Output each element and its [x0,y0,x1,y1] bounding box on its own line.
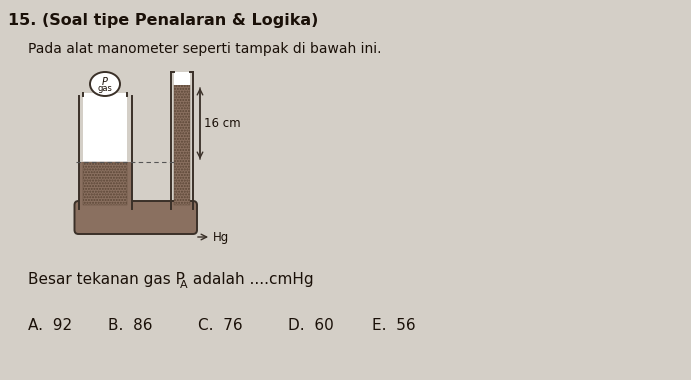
Text: P: P [102,76,108,87]
FancyBboxPatch shape [75,201,197,234]
Text: A: A [180,280,188,290]
Text: gas: gas [97,84,113,92]
Bar [174,85,190,205]
Bar [79,162,131,205]
Bar [83,96,127,162]
Text: D.  60: D. 60 [288,318,334,333]
Bar [79,96,83,162]
Text: adalah ....cmHg: adalah ....cmHg [188,272,314,287]
Text: 16 cm: 16 cm [204,117,240,130]
Text: A.  92: A. 92 [28,318,72,333]
Bar [127,96,131,162]
Text: Besar tekanan gas P: Besar tekanan gas P [28,272,185,287]
Text: Hg: Hg [213,231,229,244]
Text: Pada alat manometer seperti tampak di bawah ini.: Pada alat manometer seperti tampak di ba… [28,42,381,56]
Bar [83,93,127,96]
Text: B.  86: B. 86 [108,318,153,333]
Text: 15. (Soal tipe Penalaran & Logika): 15. (Soal tipe Penalaran & Logika) [8,13,319,28]
Text: E.  56: E. 56 [372,318,415,333]
Bar [83,162,127,205]
Bar [174,85,190,205]
Ellipse shape [90,72,120,96]
Bar [174,72,190,85]
Text: C.  76: C. 76 [198,318,243,333]
